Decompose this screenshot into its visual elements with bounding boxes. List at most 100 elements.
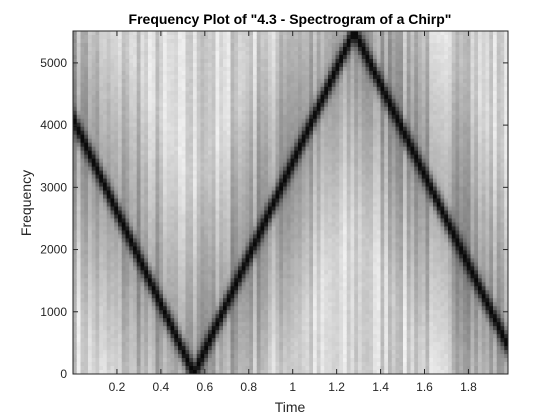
heatmap-cell [181,174,187,180]
heatmap-cell [238,238,243,243]
heatmap-cell [103,98,108,104]
heatmap-cell [238,318,243,323]
heatmap-cell [144,370,149,374]
heatmap-cell [215,98,220,104]
heatmap-cell [268,122,273,128]
heatmap-cell [256,182,262,188]
heatmap-cell [84,198,89,204]
heatmap-cell [76,270,82,275]
heatmap-cell [189,162,194,168]
heatmap-cell [80,266,85,271]
heatmap-cell [144,194,149,200]
heatmap-cell [144,202,149,208]
heatmap-cell [223,46,228,52]
heatmap-cell [286,278,292,283]
heatmap-cell [106,218,112,224]
heatmap-cell [290,50,295,56]
heatmap-cell [215,334,220,339]
heatmap-cell [215,62,220,68]
heatmap-cell [193,270,198,275]
heatmap-cell [234,306,239,311]
heatmap-cell [234,258,239,263]
heatmap-cell [245,278,250,283]
heatmap-cell [223,74,228,80]
heatmap-cell [245,214,250,220]
heatmap-cell [189,78,194,84]
heatmap-cell [163,178,168,184]
heatmap-cell [103,266,108,271]
heatmap-cell [204,322,209,327]
heatmap-cell [271,358,277,363]
heatmap-cell [148,90,153,96]
heatmap-cell [215,162,220,168]
heatmap-cell [264,94,269,100]
heatmap-cell [88,58,93,64]
heatmap-cell [76,226,82,232]
heatmap-cell [76,278,82,283]
heatmap-cell [125,250,130,255]
heatmap-cell [121,274,127,279]
heatmap-cell [196,146,202,152]
heatmap-cell [170,334,175,339]
heatmap-cell [121,34,127,40]
heatmap-cell [159,358,164,363]
heatmap-cell [253,122,258,128]
heatmap-cell [163,282,168,287]
heatmap-cell [204,78,209,84]
heatmap-cell [211,322,217,327]
heatmap-cell [166,74,172,80]
heatmap-cell [121,350,127,355]
heatmap-cell [196,86,202,92]
heatmap-cell [256,202,262,208]
heatmap-cell [125,194,130,200]
heatmap-cell [148,102,153,108]
heatmap-cell [238,202,243,208]
heatmap-cell [279,82,284,88]
heatmap-cell [185,170,190,176]
heatmap-cell [106,166,112,172]
heatmap-cell [174,222,179,228]
heatmap-cell [121,302,127,307]
heatmap-cell [106,342,112,347]
heatmap-cell [166,134,172,140]
heatmap-cell [283,342,288,347]
heatmap-cell [264,162,269,168]
heatmap-cell [279,310,284,315]
heatmap-cell [151,130,157,136]
heatmap-cell [118,98,123,104]
heatmap-cell [166,366,172,371]
heatmap-cell [155,74,160,80]
heatmap-cell [174,174,179,180]
heatmap-cell [215,314,220,319]
heatmap-cell [114,154,119,160]
heatmap-cell [178,130,183,136]
heatmap-cell [211,82,217,88]
heatmap-cell [185,354,190,359]
heatmap-cell [253,346,258,351]
heatmap-cell [204,130,209,136]
heatmap-cell [286,354,292,359]
heatmap-cell [170,274,175,279]
heatmap-cell [271,190,277,196]
heatmap-cell [204,186,209,192]
heatmap-cell [118,262,123,267]
heatmap-cell [80,270,85,275]
heatmap-cell [215,318,220,323]
heatmap-cell [249,278,254,283]
heatmap-cell [174,50,179,56]
heatmap-cell [136,258,142,263]
heatmap-cell [283,306,288,311]
heatmap-cell [166,42,172,48]
heatmap-cell [185,330,190,335]
heatmap-cell [196,218,202,224]
heatmap-cell [91,298,97,303]
heatmap-cell [286,214,292,220]
heatmap-cell [110,342,115,347]
heatmap-cell [268,242,273,247]
heatmap-cell [181,314,187,319]
heatmap-cell [260,242,265,247]
heatmap-cell [268,38,273,44]
heatmap-cell [264,238,269,243]
heatmap-cell [166,370,172,374]
heatmap-cell [178,58,183,64]
